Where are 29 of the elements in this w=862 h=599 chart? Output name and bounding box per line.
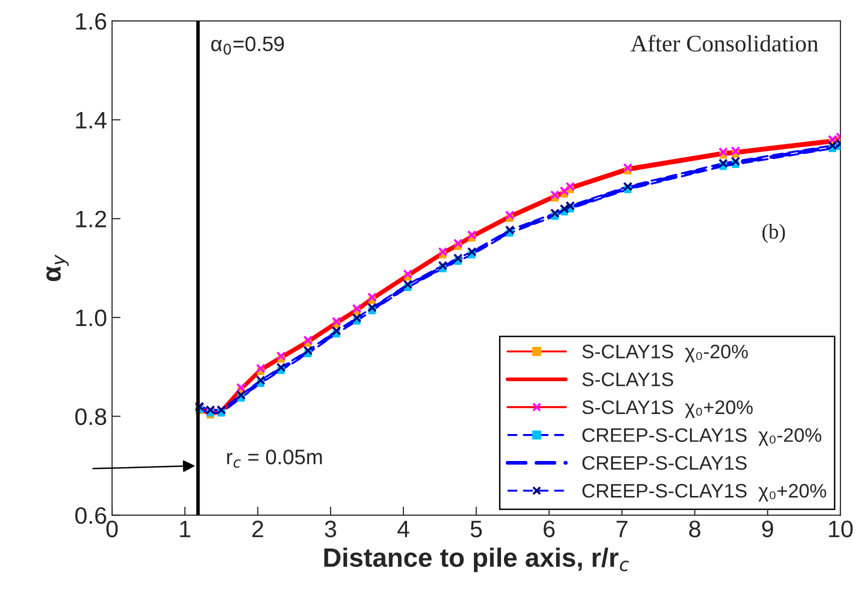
x-tick-label: 10 (829, 520, 853, 538)
legend-label: S-CLAY1S (582, 372, 674, 386)
annotation: After Consolidation (630, 34, 818, 52)
x-tick-label: 0 (106, 520, 118, 538)
annotation: (b) (762, 224, 785, 243)
x-tick-label: 8 (689, 520, 700, 538)
legend-label: CREEP-S-CLAY1S χ₀-20% (582, 428, 822, 446)
y-axis-title: α$_{y}$ (46, 254, 69, 282)
x-axis-title: Distance to pile axis, r/r$_{c}$ (324, 548, 629, 572)
x-tick-label: 1 (180, 520, 190, 538)
x-tick-label: 9 (762, 520, 774, 538)
y-tick-label: 1.6 (76, 13, 106, 30)
x-tick-label: 7 (616, 520, 628, 538)
annotation: α$_{0}$=0.59 (211, 36, 284, 55)
x-tick-label: 2 (252, 520, 264, 538)
y-tick-label: 1.0 (76, 310, 106, 326)
legend-label: S-CLAY1S χ₀+20% (582, 400, 753, 418)
x-tick-label: 6 (544, 520, 555, 538)
y-tick-label: 0.8 (75, 408, 106, 426)
legend-label: S-CLAY1S χ₀-20% (582, 344, 748, 362)
x-tick-label: 4 (397, 520, 410, 538)
x-tick-label: 3 (324, 520, 336, 538)
legend-label: CREEP-S-CLAY1S (582, 456, 747, 470)
annotation: r$_{c}$ = 0.05m (227, 450, 322, 468)
y-tick-label: 1.2 (76, 210, 106, 228)
y-tick-label: 1.4 (76, 112, 107, 128)
y-tick-label: 0.6 (75, 507, 106, 524)
legend-label: CREEP-S-CLAY1S χ₀+20% (582, 484, 826, 502)
x-tick-label: 5 (470, 520, 482, 538)
